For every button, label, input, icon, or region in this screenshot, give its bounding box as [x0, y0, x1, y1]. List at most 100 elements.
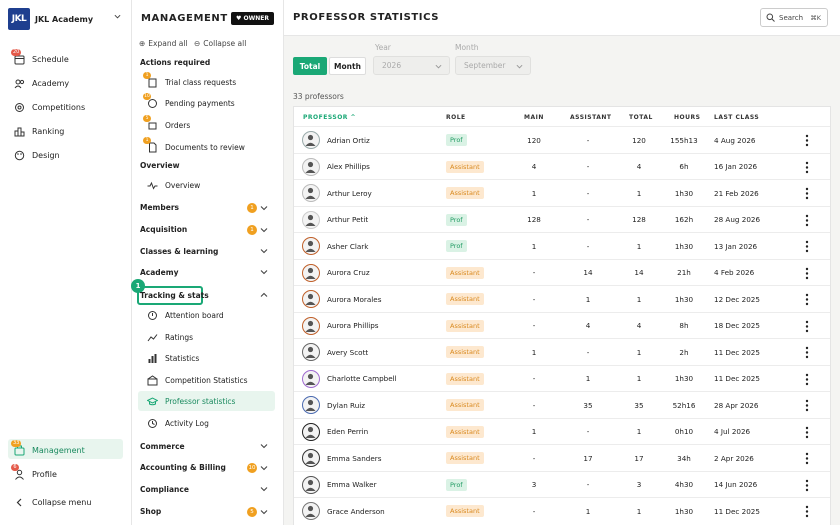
section-shop[interactable]: Shop	[140, 506, 162, 516]
last-class-date: 4 Jul 2026	[714, 427, 751, 437]
more-vertical-icon[interactable]	[805, 187, 809, 200]
more-vertical-icon[interactable]	[805, 346, 809, 359]
table-row[interactable]: Aurora Phillips Assistant - 4 4 8h 18 Dec 2025	[294, 311, 830, 339]
more-vertical-icon[interactable]	[805, 214, 809, 227]
nav-item-ranking[interactable]: Ranking	[14, 124, 64, 138]
more-vertical-icon[interactable]	[805, 426, 809, 439]
nav-item-profile[interactable]: 6 Profile	[11, 463, 57, 481]
professor-name[interactable]: Aurora Cruz	[327, 268, 370, 278]
sub-statistics[interactable]: Statistics	[147, 351, 199, 365]
professor-name[interactable]: Alex Phillips	[327, 162, 370, 172]
more-vertical-icon[interactable]	[805, 240, 809, 253]
section-tracking-stats[interactable]: Tracking & stats	[140, 290, 209, 300]
section-academy[interactable]: Academy	[140, 267, 179, 277]
nav-item-design[interactable]: Design	[14, 148, 60, 162]
col-role[interactable]: ROLE	[446, 114, 466, 121]
section-compliance[interactable]: Compliance	[140, 484, 189, 494]
toggle-month[interactable]: Month	[329, 57, 366, 75]
search-button[interactable]: Search ⌘K	[760, 8, 828, 27]
professor-name[interactable]: Grace Anderson	[327, 506, 385, 516]
professor-name[interactable]: Aurora Morales	[327, 294, 382, 304]
overview-item[interactable]: Overview	[147, 178, 200, 192]
year-select[interactable]: 2026	[373, 56, 450, 75]
sub-ratings[interactable]: Ratings	[147, 330, 193, 344]
table-row[interactable]: Arthur Leroy Assistant 1 - 1 1h30 21 Feb 2026	[294, 179, 830, 206]
chevron-down-icon[interactable]	[260, 226, 268, 234]
professor-name[interactable]: Dylan Ruiz	[327, 400, 366, 410]
nav-item-academy[interactable]: Academy	[14, 76, 69, 90]
more-vertical-icon[interactable]	[805, 479, 809, 492]
sub-activity-log[interactable]: Activity Log	[147, 416, 209, 430]
professor-name[interactable]: Adrian Ortiz	[327, 135, 370, 145]
action-trial-class-requests[interactable]: 1 Trial class requests	[143, 71, 236, 89]
more-vertical-icon[interactable]	[805, 161, 809, 174]
table-row[interactable]: Emma Walker Prof 3 - 3 4h30 14 Jun 2026	[294, 470, 830, 498]
table-row[interactable]: Aurora Morales Assistant - 1 1 1h30 12 Dec 202…	[294, 285, 830, 312]
more-vertical-icon[interactable]	[805, 505, 809, 518]
collapse-all-button[interactable]: ⊖ Collapse all	[194, 36, 246, 50]
professor-name[interactable]: Avery Scott	[327, 347, 369, 357]
section-classes-learning[interactable]: Classes & learning	[140, 246, 219, 256]
org-switcher[interactable]: JKL JKL Academy	[8, 8, 93, 30]
section-members[interactable]: Members	[140, 202, 179, 212]
col-professor[interactable]: PROFESSOR ^	[303, 114, 356, 121]
chevron-down-icon[interactable]	[260, 464, 268, 472]
table-row[interactable]: Arthur Petit Prof 128 - 128 162h 28 Aug 2026	[294, 205, 830, 233]
table-row[interactable]: Aurora Cruz Assistant - 14 14 21h 4 Feb 2026	[294, 258, 830, 286]
professor-name[interactable]: Emma Sanders	[327, 453, 382, 463]
toggle-total[interactable]: Total	[293, 57, 327, 75]
chevron-down-icon[interactable]	[260, 204, 268, 212]
chevron-down-icon[interactable]	[114, 13, 121, 20]
professor-name[interactable]: Aurora Phillips	[327, 321, 379, 331]
chevron-down-icon[interactable]	[260, 508, 268, 516]
role-cell: Assistant	[446, 445, 484, 472]
chevron-down-icon[interactable]	[260, 247, 268, 255]
col-main[interactable]: MAIN	[524, 114, 544, 121]
section-commerce[interactable]: Commerce	[140, 441, 185, 451]
nav-item-schedule[interactable]: 20 Schedule	[11, 48, 69, 66]
chevron-down-icon[interactable]	[260, 485, 268, 493]
table-row[interactable]: Adrian Ortiz Prof 120 - 120 155h13 4 Aug 2026	[294, 126, 830, 153]
table-row[interactable]: Dylan Ruiz Assistant - 35 35 52h16 28 Apr 2026	[294, 391, 830, 418]
col-last-class[interactable]: LAST CLASS	[714, 114, 760, 121]
col-total[interactable]: TOTAL	[629, 114, 653, 121]
more-vertical-icon[interactable]	[805, 134, 809, 147]
sub-attention-board[interactable]: Attention board	[147, 308, 224, 322]
professor-name[interactable]: Arthur Leroy	[327, 188, 372, 198]
sub-competition-statistics[interactable]: Competition Statistics	[147, 373, 248, 387]
more-vertical-icon[interactable]	[805, 293, 809, 306]
sub-professor-statistics[interactable]: Professor statistics	[146, 394, 235, 408]
nav-item-management[interactable]: 33 Management	[11, 439, 85, 457]
collapse-menu-button[interactable]: Collapse menu	[14, 495, 91, 509]
col-assistant[interactable]: ASSISTANT	[570, 114, 612, 121]
more-vertical-icon[interactable]	[805, 373, 809, 386]
table-row[interactable]: Charlotte Campbell Assistant - 1 1 1h30 11 Dec…	[294, 364, 830, 392]
professor-name[interactable]: Eden Perrin	[327, 427, 369, 437]
professor-name[interactable]: Charlotte Campbell	[327, 374, 397, 384]
table-row[interactable]: Asher Clark Prof 1 - 1 1h30 13 Jan 2026	[294, 232, 830, 259]
more-vertical-icon[interactable]	[805, 399, 809, 412]
table-row[interactable]: Avery Scott Assistant 1 - 1 2h 11 Dec 2025	[294, 338, 830, 365]
chevron-up-icon[interactable]	[260, 291, 268, 299]
month-select[interactable]: September	[455, 56, 531, 75]
professor-name[interactable]: Asher Clark	[327, 241, 369, 251]
col-hours[interactable]: HOURS	[674, 114, 701, 121]
more-vertical-icon[interactable]	[805, 267, 809, 280]
table-row[interactable]: Emma Sanders Assistant - 17 17 34h 2 Apr 2026	[294, 444, 830, 472]
action-documents-to-review[interactable]: 1 Documents to review	[143, 136, 245, 154]
action-orders[interactable]: 5 Orders	[143, 114, 190, 132]
section-accounting-billing[interactable]: Accounting & Billing	[140, 462, 226, 472]
chevron-down-icon[interactable]	[260, 442, 268, 450]
section-acquisition[interactable]: Acquisition	[140, 224, 188, 234]
expand-all-button[interactable]: ⊕ Expand all	[139, 36, 188, 50]
professor-name[interactable]: Arthur Petit	[327, 215, 369, 225]
more-vertical-icon[interactable]	[805, 320, 809, 333]
table-row[interactable]: Grace Anderson Assistant - 1 1 1h30 11 Dec 202…	[294, 497, 830, 524]
table-row[interactable]: Eden Perrin Assistant 1 - 1 0h10 4 Jul 2026	[294, 417, 830, 445]
professor-name[interactable]: Emma Walker	[327, 480, 377, 490]
more-vertical-icon[interactable]	[805, 452, 809, 465]
nav-item-competitions[interactable]: Competitions	[14, 100, 85, 114]
table-row[interactable]: Alex Phillips Assistant 4 - 4 6h 16 Jan 2026	[294, 152, 830, 180]
chevron-down-icon[interactable]	[260, 268, 268, 276]
action-pending-payments[interactable]: 10 Pending payments	[143, 92, 235, 110]
